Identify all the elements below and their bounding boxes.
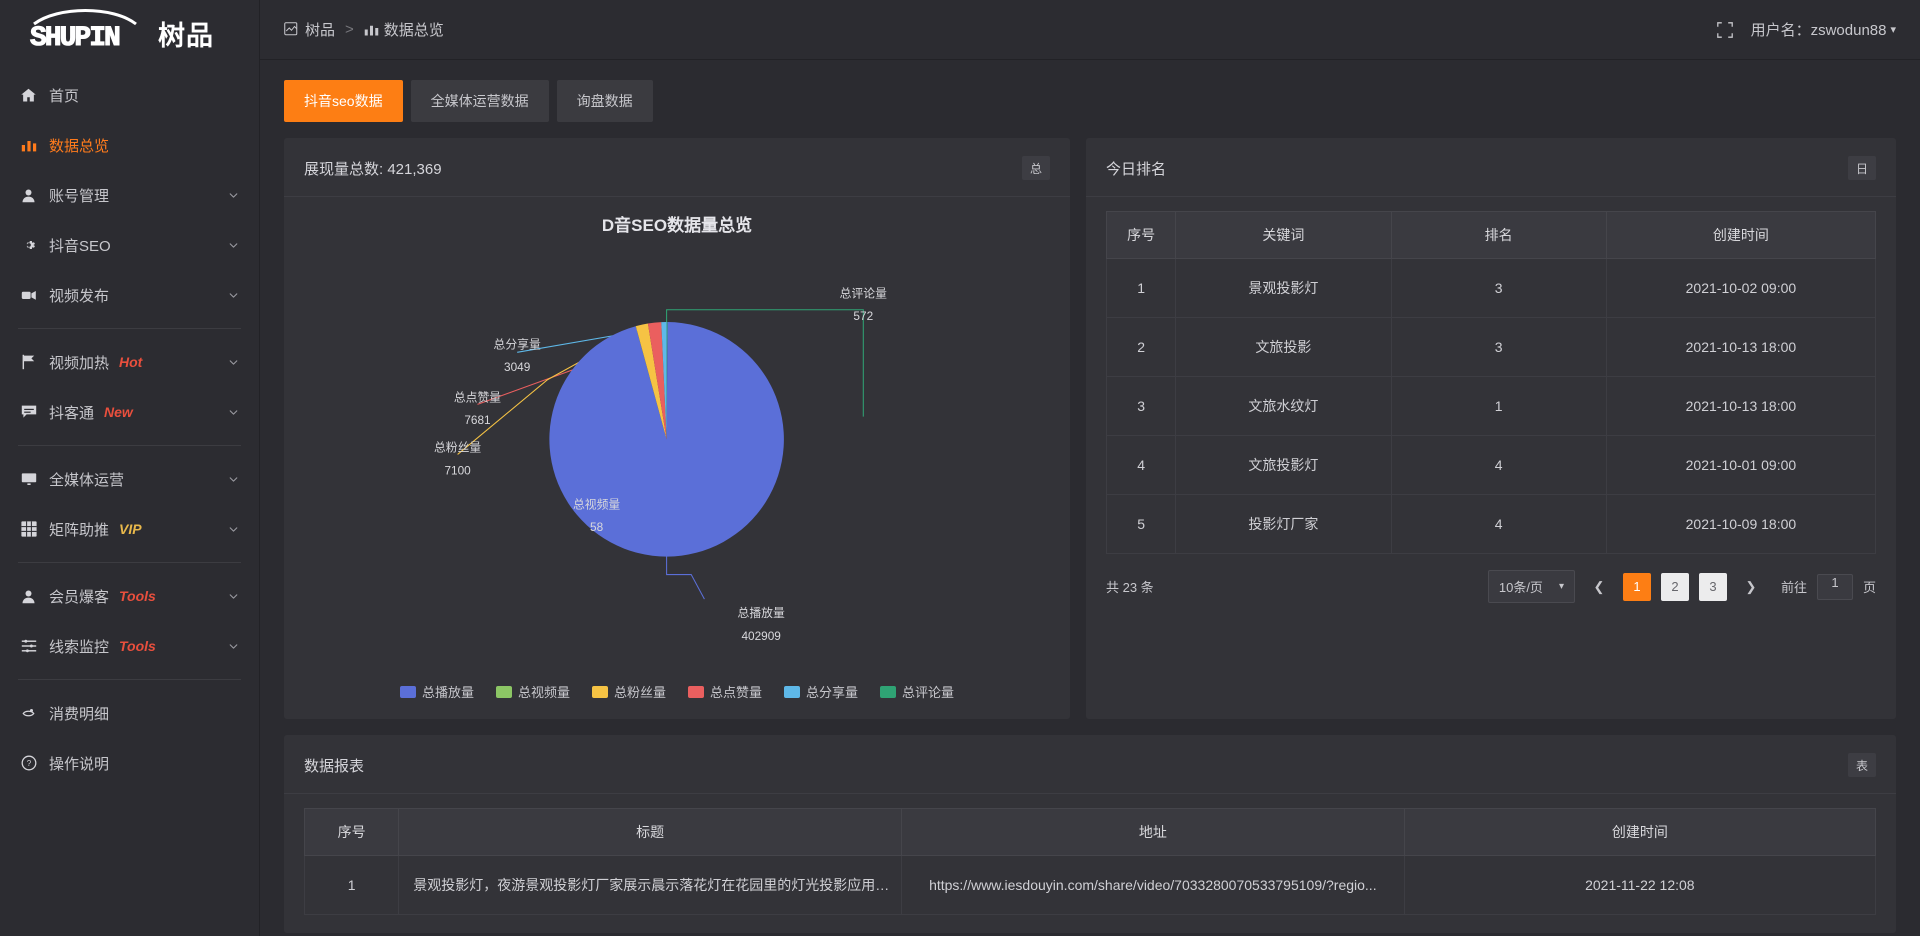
svg-text:7681: 7681	[464, 413, 490, 427]
svg-text:3049: 3049	[504, 360, 531, 374]
svg-text:572: 572	[853, 309, 873, 323]
svg-text:总评论量: 总评论量	[840, 286, 887, 300]
svg-text:7100: 7100	[444, 463, 471, 477]
svg-text:SHUPIN: SHUPIN	[30, 23, 119, 54]
svg-text:总粉丝量: 总粉丝量	[434, 441, 481, 455]
svg-text:总视频量: 总视频量	[573, 497, 620, 511]
svg-text:58: 58	[590, 520, 604, 534]
svg-text:总分享量: 总分享量	[494, 338, 541, 352]
svg-text:总播放量: 总播放量	[738, 606, 785, 620]
svg-text:树品: 树品	[158, 21, 214, 51]
svg-text:?: ?	[26, 759, 31, 768]
svg-text:总点赞量: 总点赞量	[454, 390, 501, 404]
svg-text:402909: 402909	[741, 629, 781, 643]
